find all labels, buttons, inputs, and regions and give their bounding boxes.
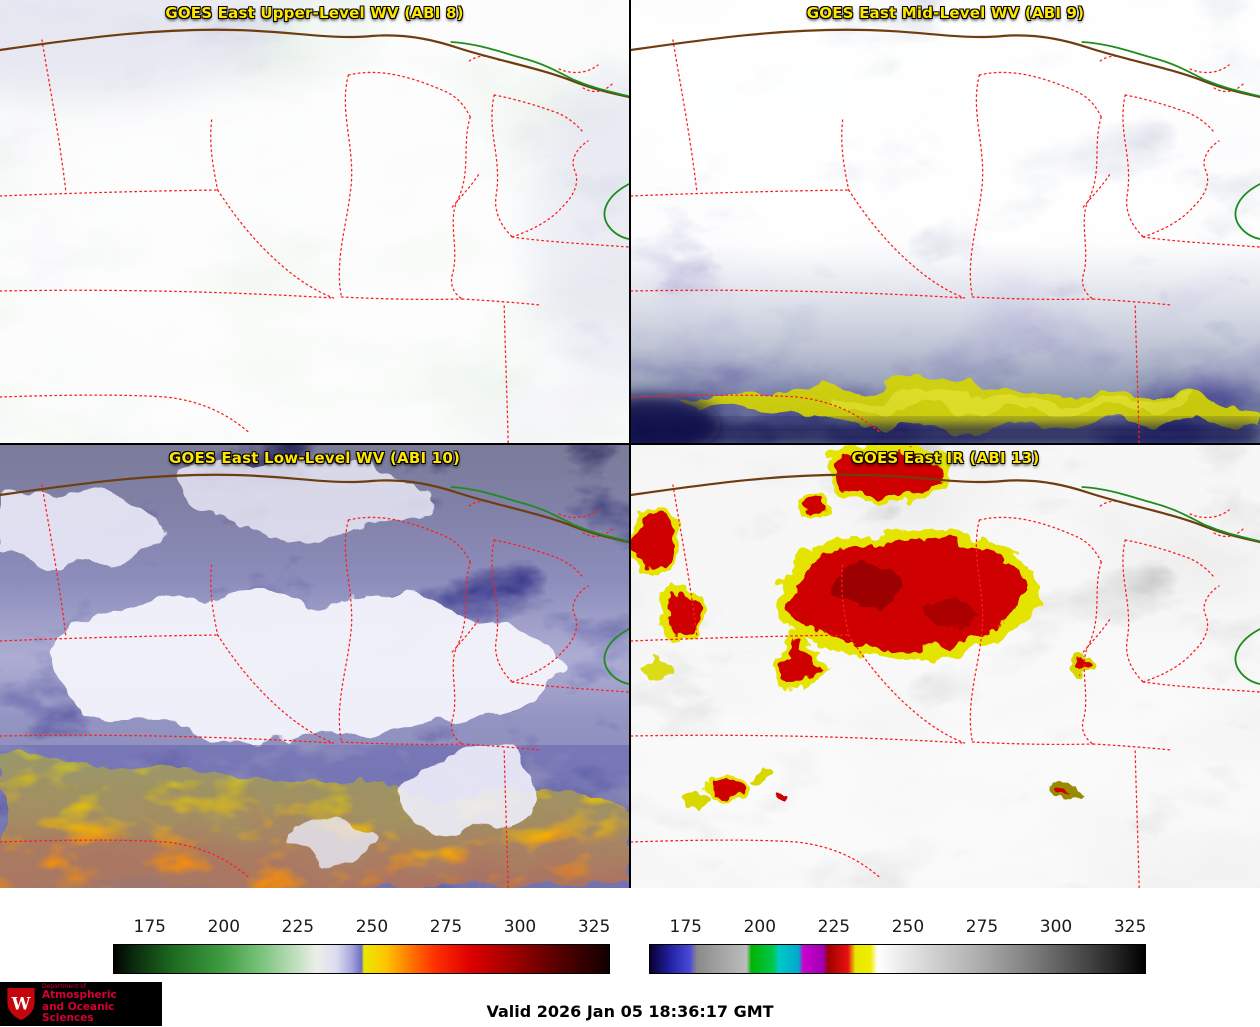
valid-time: Valid 2026 Jan 05 18:36:17 GMT [486, 1002, 774, 1021]
cloud-texture [631, 0, 1260, 443]
cloud-texture-soft [631, 445, 1260, 888]
colorbar-tick: 325 [1113, 917, 1147, 937]
ir-colorbar-gradient [649, 944, 1146, 974]
logo-dept-line: Department of [42, 982, 86, 990]
panel-low-level-wv: GOES East Low-Level WV (ABI 10) [0, 445, 629, 888]
colorbar-tick: 225 [817, 917, 851, 937]
ir-colorbar: 175 200 225 250 275 300 325 [649, 917, 1146, 974]
logo-line-2: and Oceanic Sciences [42, 1000, 115, 1024]
crest-monogram: W [11, 994, 32, 1014]
panel-mid-level-wv: GOES East Mid-Level WV (ABI 9) [631, 0, 1260, 443]
central-cloud-mass [45, 596, 557, 735]
colorbar-tick: 250 [355, 917, 389, 937]
colorbar-tick: 275 [965, 917, 999, 937]
satellite-image-mid-wv [631, 0, 1260, 443]
colorbar-tick: 225 [281, 917, 315, 937]
bottom-left-dark [631, 395, 721, 443]
colorbar-tick: 300 [1039, 917, 1073, 937]
colorbar-tick: 175 [669, 917, 702, 937]
colorbar-legend: 175 200 225 250 275 300 325 175 200 225 … [0, 888, 1260, 980]
logo-line-1: Atmospheric [42, 989, 117, 1002]
dry-slot-yellow-band [685, 384, 1260, 428]
uw-aos-logo: W Department of Atmospheric and Oceanic … [0, 982, 162, 1026]
colorbar-tick: 200 [207, 917, 241, 937]
footer: W Department of Atmospheric and Oceanic … [0, 980, 1260, 1027]
satellite-image-upper-wv [0, 0, 629, 443]
colorbar-tick: 300 [503, 917, 537, 937]
top-left-cloud [0, 490, 166, 565]
wv-colorbar-gradient [113, 944, 610, 974]
panel-upper-level-wv: GOES East Upper-Level WV (ABI 8) [0, 0, 629, 443]
colorbar-tick: 175 [133, 917, 166, 937]
cloud-texture [0, 0, 629, 443]
cold-cloud-tops [631, 445, 1097, 807]
low-level-mottling [0, 745, 629, 888]
colorbar-tick: 250 [891, 917, 925, 937]
colorbar-tick: 275 [429, 917, 463, 937]
satellite-quad-grid: GOES East Upper-Level WV (ABI 8) GOES Ea… [0, 0, 1260, 888]
colorbar-tick: 325 [577, 917, 611, 937]
colorbar-tick: 200 [743, 917, 777, 937]
lower-right-cloud [284, 755, 535, 858]
satellite-image-low-wv [0, 445, 629, 888]
uw-crest-icon: W [7, 988, 35, 1020]
satellite-image-ir [631, 445, 1260, 888]
logo-text: Department of Atmospheric and Oceanic Sc… [42, 982, 157, 1024]
bottom-dark-band [631, 424, 1260, 443]
wv-colorbar: 175 200 225 250 275 300 325 [113, 917, 610, 974]
panel-ir: GOES East IR (ABI 13) [631, 445, 1260, 888]
